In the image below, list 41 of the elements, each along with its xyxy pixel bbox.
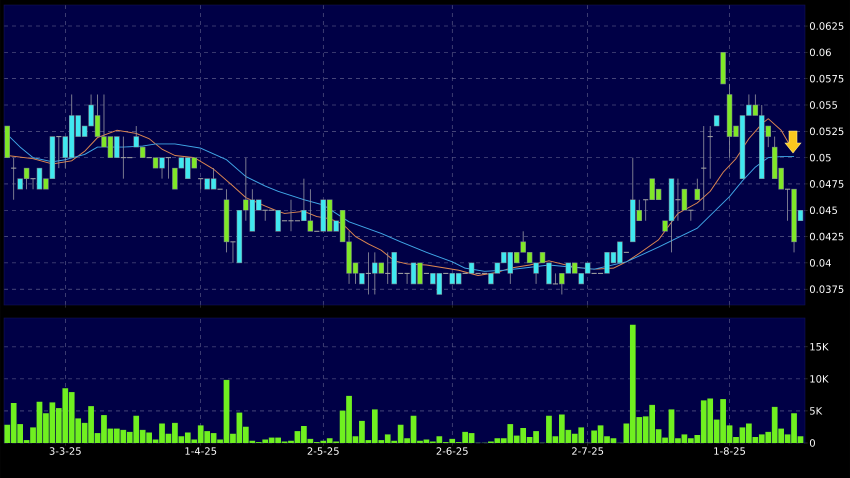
x-tick-label: 2-7-25 bbox=[572, 447, 604, 455]
candlestick bbox=[707, 126, 714, 180]
x-tick-label: 2-6-25 bbox=[436, 447, 468, 455]
candlestick bbox=[682, 188, 688, 211]
y-tick-label: 0.0425 bbox=[810, 232, 844, 240]
candlestick bbox=[230, 241, 236, 264]
y-tick-label: 0.055 bbox=[810, 101, 837, 109]
candlestick bbox=[784, 188, 791, 222]
candlestick bbox=[714, 115, 720, 126]
y-tick-label: 10K bbox=[810, 375, 829, 383]
x-tick-label: 3-3-25 bbox=[50, 447, 81, 455]
candlestick bbox=[688, 210, 694, 222]
candlestick bbox=[700, 126, 707, 211]
y-tick-label: 15K bbox=[810, 343, 829, 351]
y-tick-label: 0.0625 bbox=[810, 22, 844, 30]
y-tick-label: 0.0575 bbox=[810, 74, 844, 82]
candlestick bbox=[198, 178, 204, 190]
x-tick-label: 1-8-25 bbox=[714, 447, 745, 455]
candlestick bbox=[552, 273, 559, 284]
x-tick-label: 1-4-25 bbox=[185, 447, 216, 455]
y-tick-label: 0.0475 bbox=[810, 180, 844, 188]
y-tick-label: 0.04 bbox=[810, 259, 831, 267]
candlestick bbox=[642, 199, 649, 222]
y-tick-label: 0 bbox=[810, 439, 815, 447]
candlestick bbox=[10, 157, 17, 200]
y-tick-label: 0.0375 bbox=[810, 285, 844, 293]
y-tick-label: 0.045 bbox=[810, 206, 837, 214]
candlestick bbox=[468, 262, 474, 274]
candlestick bbox=[365, 252, 372, 295]
candlestick bbox=[384, 252, 391, 284]
y-tick-label: 5K bbox=[810, 407, 822, 415]
candlestick bbox=[165, 157, 172, 180]
candlestick bbox=[694, 178, 700, 200]
candlestick bbox=[30, 178, 36, 190]
y-tick-label: 0.06 bbox=[810, 48, 831, 56]
y-tick-label: 0.05 bbox=[810, 154, 831, 162]
x-tick-label: 2-5-25 bbox=[308, 447, 339, 455]
y-tick-label: 0.0525 bbox=[810, 128, 844, 136]
candlestick bbox=[275, 210, 281, 232]
candlestick bbox=[674, 178, 682, 222]
candlestick bbox=[56, 136, 62, 169]
